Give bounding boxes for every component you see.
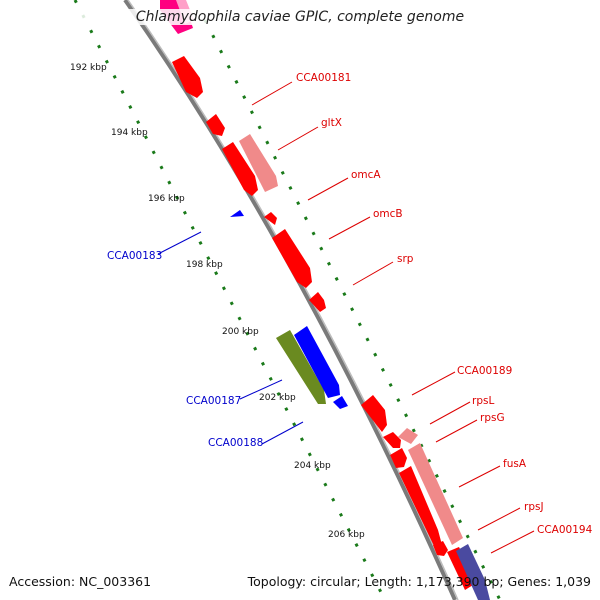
gene-cca00187 — [276, 330, 326, 404]
gene-other — [456, 544, 490, 600]
gene-label[interactable]: CCA00187 — [186, 395, 241, 407]
genome-backbone-highlight — [127, 0, 459, 600]
gene-cca00183 — [230, 210, 244, 217]
gene-label[interactable]: CCA00189 — [457, 365, 512, 377]
gene-srp — [309, 292, 326, 312]
gene-rpsg — [390, 448, 407, 468]
gene-fusa-light — [408, 443, 463, 545]
tick-label: 198 kbp — [186, 260, 223, 270]
gene-cca00189 — [361, 395, 387, 432]
gene-label[interactable]: gltX — [321, 117, 342, 129]
gene-cca00181 — [172, 56, 203, 98]
label-leaders — [157, 81, 535, 554]
tick-label: 206 kbp — [328, 530, 365, 540]
gene-cca00187-blue — [294, 326, 340, 398]
gene-label[interactable]: omcB — [373, 208, 403, 220]
gene-gltx — [222, 142, 258, 196]
gene-label[interactable]: fusA — [503, 458, 527, 470]
gene-rpsj — [433, 541, 448, 556]
gene-label[interactable]: CCA00183 — [107, 250, 162, 262]
gene-label[interactable]: srp — [397, 253, 414, 265]
tick-label: 194 kbp — [111, 128, 148, 138]
gene-label[interactable]: omcA — [351, 169, 381, 181]
gene-omcb — [272, 229, 312, 288]
gene-rpsl — [383, 432, 401, 448]
tick-label: 204 kbp — [294, 461, 331, 471]
map-title: Chlamydophila caviae GPIC, complete geno… — [0, 9, 600, 25]
tick-label: 200 kbp — [222, 327, 259, 337]
gene-gltx-light — [239, 134, 278, 192]
gene-labels: CCA00181 gltX omcA omcB srp CCA00183 CCA… — [107, 72, 593, 536]
reverse-genes — [230, 210, 348, 409]
gene-label[interactable]: rpsG — [480, 412, 505, 424]
forward-genes — [160, 0, 490, 600]
gene-rpsl-light — [398, 428, 418, 444]
gene-label[interactable]: rpsL — [472, 395, 494, 407]
gene-label[interactable]: rpsJ — [524, 501, 544, 513]
tick-label: 192 kbp — [70, 63, 107, 73]
accession-text: Accession: NC_003361 — [9, 574, 152, 589]
scale-track — [73, 0, 502, 600]
scale-tick-labels: 192 kbp 194 kbp 196 kbp 198 kbp 200 kbp … — [70, 63, 365, 540]
gene-label[interactable]: CCA00194 — [537, 524, 593, 536]
gene-small-2 — [264, 212, 277, 225]
genome-backbone — [123, 0, 457, 600]
gene-cca00194 — [447, 547, 473, 590]
gene-label[interactable]: CCA00181 — [296, 72, 351, 84]
gene-cca00188 — [333, 396, 348, 409]
genome-stats-text: Topology: circular; Length: 1,173,390 bp… — [247, 574, 591, 589]
outer-scale-dots — [203, 19, 502, 600]
tick-label: 202 kbp — [259, 393, 296, 403]
tick-label: 196 kbp — [148, 194, 185, 204]
gene-fusa — [399, 466, 442, 548]
gene-small-1 — [206, 114, 225, 136]
gene-label[interactable]: CCA00188 — [208, 437, 263, 449]
inner-scale-dots — [73, 0, 387, 600]
